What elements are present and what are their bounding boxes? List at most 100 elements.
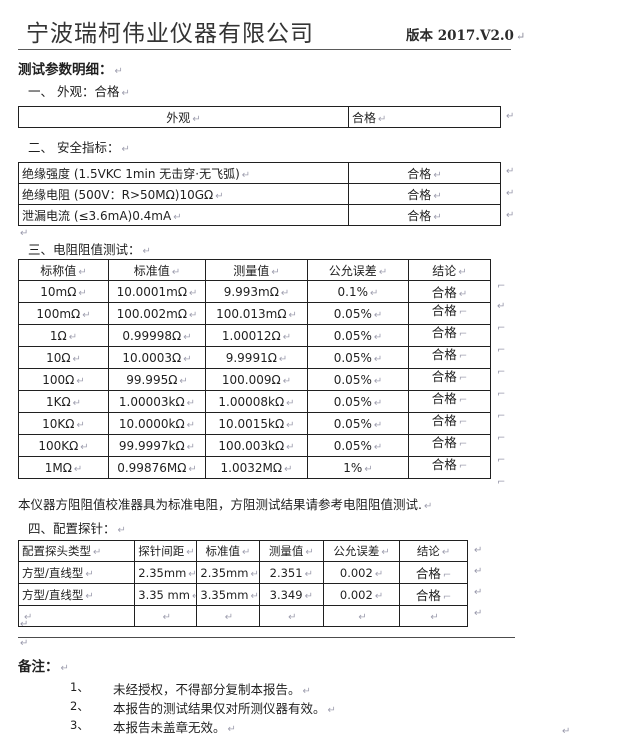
pilcrow-mark: ↵ — [68, 331, 78, 343]
pilcrow-mark: ↵ — [173, 211, 182, 223]
pilcrow-mark: ↵ — [327, 705, 336, 716]
resistance-conclusion-cell-text: 合格 — [431, 303, 457, 319]
resistance-measured-cell: 9.993mΩ ↵ — [205, 280, 308, 303]
safety-item-cell: 绝缘强度 (1.5VKC 1min 无击穿·无飞弧) ↵ — [18, 162, 349, 184]
resistance-col-header-1: 标准值 ↵ — [108, 259, 206, 281]
resistance-tolerance-cell-text: 0.05% — [333, 416, 372, 431]
row-end-mark: ⌐ — [497, 281, 506, 292]
pilcrow-mark: ↵ — [78, 266, 87, 278]
pilcrow-mark: ↵ — [282, 375, 292, 387]
pilcrow-mark: ↵ — [190, 591, 196, 602]
probe-conclusion-cell: 合格 ⌐ — [399, 561, 468, 584]
resistance-tolerance-cell-text: 0.05% — [333, 350, 372, 365]
pilcrow-mark: ↵ — [515, 30, 526, 43]
table-header-row: 配置探头类型 ↵ 探针间距 ↵ 标准值 ↵ 测量值 ↵ 公允误差 ↵ 结论 ↵ — [17, 540, 468, 562]
probe-col-header-3-text: 测量值 — [268, 544, 304, 558]
pilcrow-mark: ↵ — [186, 547, 195, 558]
pilcrow-mark: ↵ — [373, 375, 383, 387]
resistance-tolerance-cell: 0.05% ↵ — [307, 302, 409, 325]
resistance-measured-cell: 1.0032MΩ ↵ — [205, 456, 308, 479]
resistance-conclusion-cell-text: 合格 — [431, 413, 457, 429]
row-end-mark: ↵ — [506, 166, 515, 177]
pilcrow-mark: ⌐ — [442, 570, 452, 581]
resistance-nominal-cell: 10mΩ ↵ — [18, 280, 109, 303]
row-end-mark: ⌐ — [497, 433, 506, 444]
probe-tolerance-cell: 0.002 ↵ — [323, 583, 401, 606]
row-end-mark: ⌐ — [497, 389, 506, 400]
resistance-conclusion-cell-text: 合格 — [431, 391, 457, 407]
row-end-mark: ⌐ — [497, 323, 506, 334]
pilcrow-mark: ↵ — [378, 113, 387, 125]
probe-col-header-5-text: 结论 — [416, 544, 440, 558]
resistance-standard-cell: 10.0001mΩ ↵ — [108, 280, 206, 303]
resistance-measured-cell-text: 1.0032MΩ — [220, 460, 283, 475]
probe-conclusion-cell-text: 合格 — [415, 588, 441, 603]
row-end-mark: ⌐ — [497, 477, 506, 488]
pilcrow-mark: ⌐ — [458, 461, 468, 472]
resistance-standard-cell-text: 0.99876MΩ — [117, 460, 187, 475]
pilcrow-mark: ↵ — [373, 353, 383, 365]
pilcrow-mark: ⌐ — [458, 329, 468, 340]
pilcrow-mark: ↵ — [370, 287, 379, 299]
resistance-footnote-text: 本仪器方阻阻值校准器具为标准电阻，方阻测试结果请参考电阻阻值测试. — [18, 497, 422, 512]
resistance-standard-cell: 10.0000kΩ ↵ — [108, 412, 206, 435]
resistance-measured-cell-text: 1.00008kΩ — [218, 394, 285, 409]
resistance-tolerance-cell-text: 0.05% — [333, 372, 372, 387]
probe-col-header-2: 标准值 ↵ — [196, 540, 260, 562]
resistance-measured-cell-text: 1.00012Ω — [221, 328, 281, 343]
probe-col-header-4-text: 公允误差 — [333, 544, 380, 558]
resistance-standard-cell: 100.002mΩ ↵ — [108, 302, 206, 325]
pilcrow-mark: ↵ — [286, 397, 295, 409]
table-row: 外观 ↵ 合格 ↵ — [18, 106, 501, 128]
resistance-conclusion-cell: 合格 ⌐ — [408, 434, 491, 457]
resistance-standard-cell-text: 10.0003Ω — [122, 350, 182, 365]
pilcrow-mark: ↵ — [250, 590, 259, 602]
resistance-standard-cell: 99.995Ω ↵ — [108, 368, 206, 391]
resistance-measured-cell: 1.00008kΩ ↵ — [205, 390, 308, 413]
safety-result-cell: 合格 ↵ — [348, 183, 501, 205]
probe-type-cell-text: 方型/直线型 — [22, 565, 84, 580]
resistance-measured-cell: 100.003kΩ ↵ — [205, 434, 308, 457]
probe-col-header-3: 测量值 ↵ — [258, 540, 325, 562]
pilcrow-mark: ↵ — [433, 190, 442, 202]
pilcrow-mark: ↵ — [242, 547, 251, 558]
resistance-tolerance-cell: 0.05% ↵ — [307, 412, 409, 435]
probe-col-header-0: 配置探头类型 ↵ — [17, 540, 136, 562]
resistance-nominal-cell-text: 1MΩ — [44, 460, 72, 475]
paragraph-mark: ↵ — [20, 619, 29, 630]
probe-tolerance-cell-text: 0.002 — [339, 587, 373, 602]
resistance-col-header-2-text: 测量值 — [233, 263, 270, 278]
resistance-tolerance-cell-text: 0.05% — [333, 394, 372, 409]
pilcrow-mark: ↵ — [286, 419, 295, 431]
resistance-tolerance-cell: 0.05% ↵ — [307, 434, 409, 457]
safety-result-text: 合格 — [407, 208, 432, 223]
safety-item-text: 绝缘电阻 (500V：R>50MΩ)10GΩ — [22, 187, 214, 202]
resistance-nominal-cell: 1Ω ↵ — [18, 324, 109, 347]
pilcrow-mark: ↵ — [227, 724, 236, 735]
pilcrow-mark: ↵ — [183, 331, 192, 343]
section-heading-safety-text: 二、 安全指标： — [28, 140, 120, 155]
resistance-col-header-3-text: 公允误差 — [328, 263, 377, 278]
resistance-conclusion-cell: 合格 ⌐ — [408, 456, 491, 479]
note-text: 本报告的测试结果仅对所测仪器有效。 ↵ — [113, 701, 336, 716]
resistance-standard-cell: 0.99876MΩ ↵ — [108, 456, 206, 479]
probe-type-cell: 方型/直线型 ↵ — [17, 583, 136, 606]
table-row: ↵ ↵ ↵ ↵ ↵ ↵ — [17, 605, 468, 627]
resistance-standard-cell-text: 0.99998Ω — [122, 328, 182, 343]
row-end-mark: ↵ — [506, 188, 515, 199]
note-number: 2、 — [70, 699, 89, 713]
pilcrow-mark: ⌐ — [458, 417, 468, 428]
appearance-result-cell: 合格 ↵ — [348, 106, 501, 128]
resistance-tolerance-cell-text: 0.05% — [333, 306, 372, 321]
resistance-col-header-0-text: 标称值 — [40, 263, 77, 278]
probe-standard-cell-text: 2.35mm — [200, 565, 249, 580]
resistance-standard-cell: 1.00003kΩ ↵ — [108, 390, 206, 413]
table-row: 100KΩ ↵ 99.9997kΩ ↵ 100.003kΩ ↵ 0.05% ↵ 合格 ⌐ — [18, 434, 491, 457]
pilcrow-mark: ↵ — [288, 612, 297, 623]
section-heading-probe-text: 四、配置探针： — [28, 521, 116, 536]
pilcrow-mark: ⌐ — [442, 592, 452, 603]
resistance-measured-cell-text: 100.003kΩ — [218, 438, 285, 453]
pilcrow-mark: ↵ — [458, 266, 467, 278]
resistance-conclusion-cell-text: 合格 — [431, 369, 457, 385]
